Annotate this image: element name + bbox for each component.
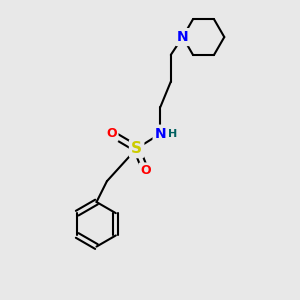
Text: N: N [154,127,166,141]
Text: O: O [106,127,117,140]
Text: O: O [140,164,151,177]
Text: H: H [168,129,177,139]
Text: N: N [177,30,188,44]
Text: S: S [131,141,142,156]
